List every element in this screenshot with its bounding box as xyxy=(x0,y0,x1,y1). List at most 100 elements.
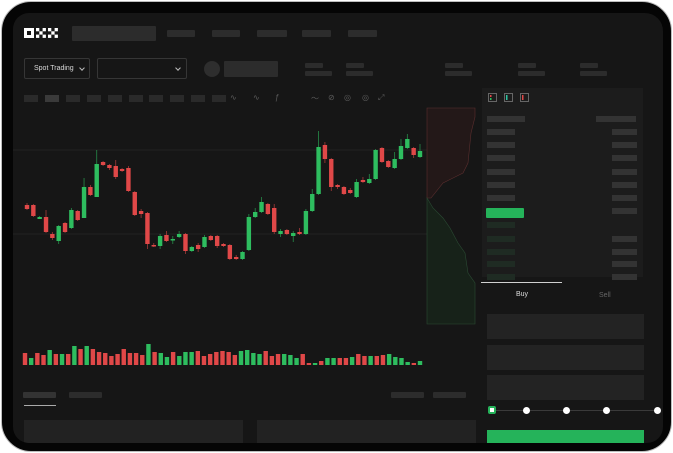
bid-row[interactable] xyxy=(487,274,515,280)
okx-logo[interactable] xyxy=(24,27,59,39)
timeframe-button[interactable] xyxy=(108,95,122,102)
candle xyxy=(132,191,137,216)
timeframe-button[interactable] xyxy=(87,95,101,102)
candlestick-chart[interactable] xyxy=(13,13,483,383)
candle xyxy=(367,174,372,184)
candle-body xyxy=(367,179,372,183)
settings-icon[interactable]: ◎ xyxy=(362,93,369,102)
draw-tool-icon[interactable]: ⊘ xyxy=(328,93,335,102)
slider-handle[interactable] xyxy=(488,406,496,414)
total-input[interactable] xyxy=(487,375,644,400)
candle-body xyxy=(138,211,144,214)
timeframe-button[interactable] xyxy=(149,95,163,102)
volume-bar xyxy=(251,353,256,365)
bid-row[interactable] xyxy=(487,236,515,242)
screenshot-icon[interactable]: ◎ xyxy=(344,93,351,102)
candle-type-icon[interactable]: ∿ xyxy=(230,93,237,102)
pair-dropdown[interactable] xyxy=(97,58,187,79)
timeframe-button-active[interactable] xyxy=(45,95,59,102)
candle xyxy=(202,235,207,248)
timeframe-button[interactable] xyxy=(24,95,38,102)
amount-input[interactable] xyxy=(487,345,644,370)
ask-row[interactable] xyxy=(487,142,515,148)
candle-body xyxy=(278,231,283,234)
candle-body xyxy=(252,212,258,217)
timeframe-button[interactable] xyxy=(191,95,205,102)
candle xyxy=(227,244,233,260)
buy-tab[interactable]: Buy xyxy=(516,291,529,298)
volume-bar xyxy=(306,363,312,365)
candle-body xyxy=(119,169,125,171)
volume-bar xyxy=(349,357,355,365)
candle-body xyxy=(164,235,169,241)
volume-bar xyxy=(207,354,213,365)
volume-bar xyxy=(201,356,207,365)
bid-row[interactable] xyxy=(487,222,515,228)
fullscreen-icon[interactable]: ⤢ xyxy=(378,93,385,102)
nav-item[interactable] xyxy=(212,30,240,37)
volume-bar xyxy=(133,353,139,365)
candle xyxy=(126,166,131,192)
volume-bar xyxy=(312,363,318,365)
buy-button[interactable] xyxy=(487,430,644,443)
candle-body xyxy=(379,148,385,162)
slider-stop[interactable] xyxy=(563,407,570,414)
volume-bar xyxy=(177,356,182,365)
volume-bar xyxy=(78,349,83,365)
ask-row[interactable] xyxy=(487,182,515,188)
spot-trading-dropdown[interactable]: Spot Trading xyxy=(24,58,90,79)
candle-body xyxy=(170,239,175,241)
slider-stop[interactable] xyxy=(603,407,610,414)
candle xyxy=(417,144,423,158)
timeframe-button[interactable] xyxy=(129,95,143,102)
candle xyxy=(189,246,195,252)
bid-row[interactable] xyxy=(487,249,515,255)
nav-item[interactable] xyxy=(302,30,331,37)
volume-bar xyxy=(257,354,262,365)
ask-row[interactable] xyxy=(487,155,515,161)
bid-row[interactable] xyxy=(487,261,515,267)
slider-stop[interactable] xyxy=(523,407,530,414)
volume-bar xyxy=(170,352,176,365)
ask-row[interactable] xyxy=(487,169,515,175)
volume-bar xyxy=(127,353,133,365)
candle-body xyxy=(297,232,302,234)
volume-bar xyxy=(374,356,379,365)
sell-tab[interactable]: Sell xyxy=(599,292,611,299)
history-tab[interactable] xyxy=(69,392,102,398)
candle-body xyxy=(43,217,49,232)
fx-icon[interactable]: ƒ xyxy=(275,93,280,102)
filter-button[interactable] xyxy=(433,392,466,398)
candle xyxy=(24,203,30,210)
candle-body xyxy=(221,244,226,246)
orders-tab[interactable] xyxy=(23,392,56,398)
timeframe-button[interactable] xyxy=(212,95,226,102)
candle-body xyxy=(88,187,93,195)
candle xyxy=(214,235,220,248)
candle-body xyxy=(316,147,321,194)
timeframe-button[interactable] xyxy=(170,95,184,102)
candle xyxy=(183,233,188,254)
volume-bar xyxy=(417,361,423,365)
candle-body xyxy=(62,223,68,232)
candle xyxy=(411,147,416,158)
slider-stop[interactable] xyxy=(654,407,661,414)
candle-body xyxy=(69,210,74,228)
ask-row[interactable] xyxy=(487,129,515,135)
volume-bar xyxy=(220,351,225,365)
nav-item[interactable] xyxy=(167,30,195,37)
nav-item[interactable] xyxy=(348,30,377,37)
filter-button[interactable] xyxy=(391,392,424,398)
volume-bar xyxy=(41,355,46,365)
nav-item[interactable] xyxy=(257,30,287,37)
book-bids-icon xyxy=(504,93,513,102)
candle xyxy=(405,134,410,149)
timeframe-button[interactable] xyxy=(66,95,80,102)
indicator-icon[interactable]: ∿ xyxy=(253,93,260,102)
ask-row[interactable] xyxy=(487,195,515,201)
search-input[interactable] xyxy=(72,26,156,41)
candle-body xyxy=(392,159,397,168)
candle-body xyxy=(411,148,416,155)
price-input[interactable] xyxy=(487,314,644,339)
line-tool-icon[interactable]: 〜 xyxy=(311,94,319,103)
